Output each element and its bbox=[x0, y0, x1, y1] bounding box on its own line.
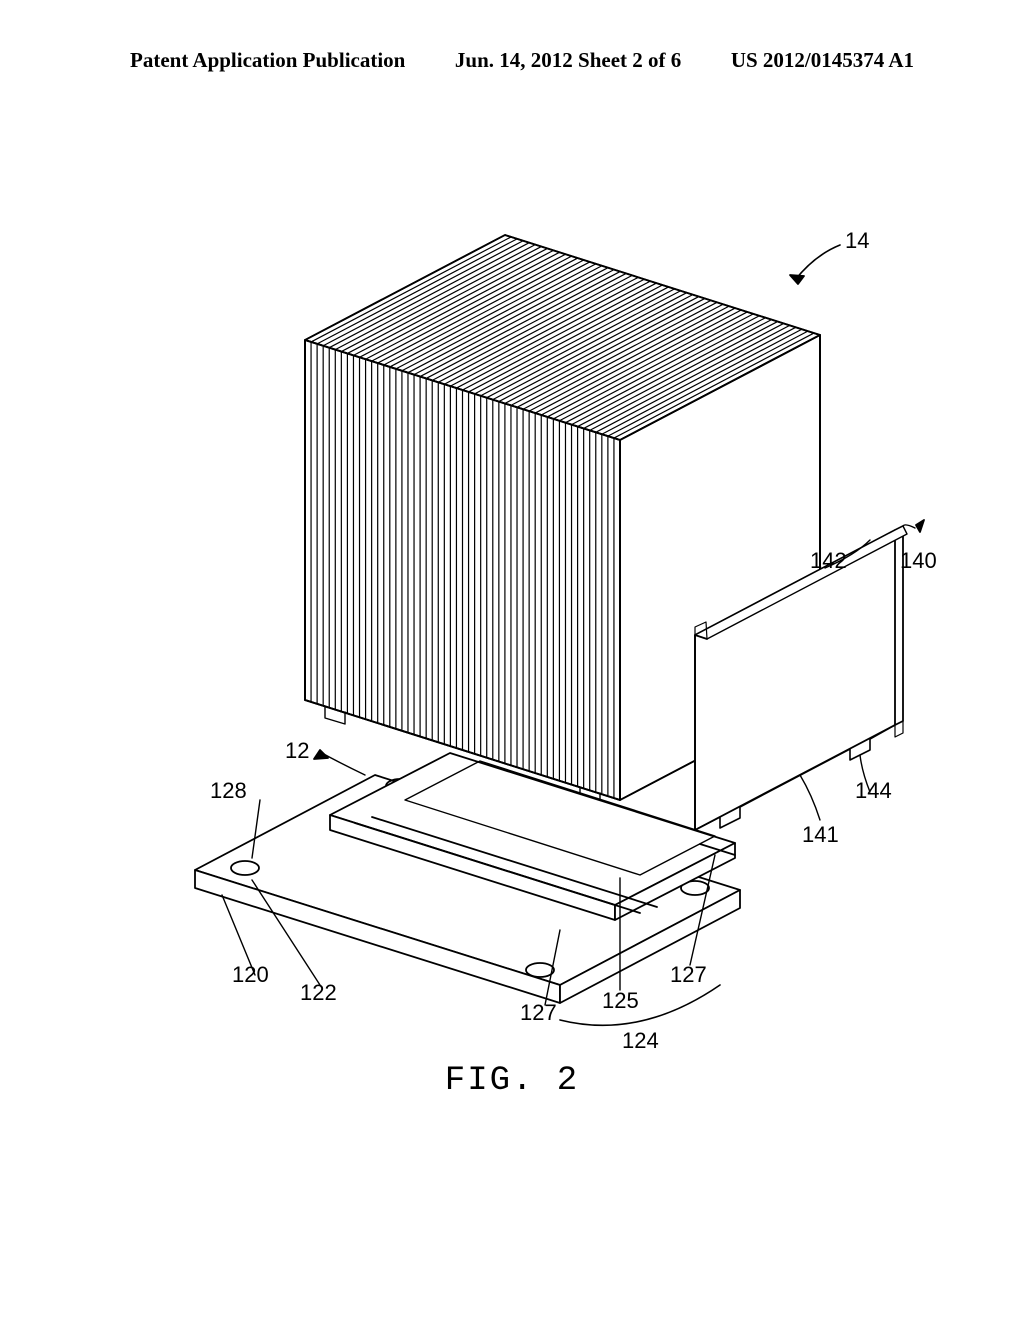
label-120: 120 bbox=[232, 962, 269, 988]
label-144: 144 bbox=[855, 778, 892, 804]
label-125: 125 bbox=[602, 988, 639, 1014]
label-140: 140 bbox=[900, 548, 937, 574]
label-127a: 127 bbox=[520, 1000, 557, 1026]
label-124: 124 bbox=[622, 1028, 659, 1054]
label-14: 14 bbox=[845, 228, 869, 254]
figure-svg bbox=[0, 0, 1024, 1320]
figure-caption: FIG. 2 bbox=[445, 1062, 579, 1100]
label-12: 12 bbox=[285, 738, 309, 764]
label-122: 122 bbox=[300, 980, 337, 1006]
figure-2: 14 142 140 12 128 144 141 120 122 127 12… bbox=[0, 0, 1024, 1320]
label-142: 142 bbox=[810, 548, 847, 574]
label-127b: 127 bbox=[670, 962, 707, 988]
label-141: 141 bbox=[802, 822, 839, 848]
label-128: 128 bbox=[210, 778, 247, 804]
